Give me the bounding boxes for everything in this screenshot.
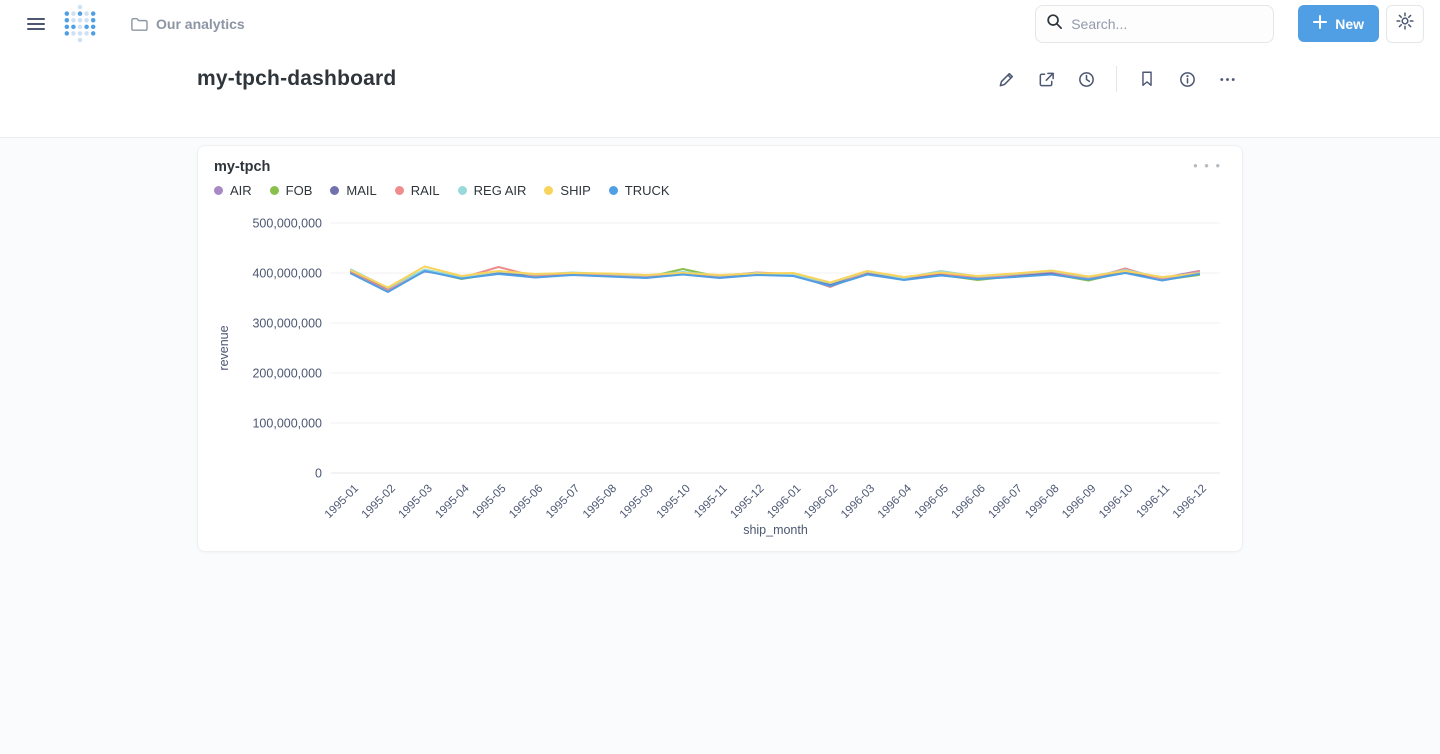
legend-dot	[608, 186, 618, 195]
sidebar-toggle-button[interactable]	[16, 4, 56, 44]
svg-text:1995-01: 1995-01	[323, 483, 361, 521]
search-input[interactable]	[1071, 15, 1264, 32]
svg-text:1996-06: 1996-06	[950, 483, 988, 521]
dashboard-actions	[990, 63, 1243, 95]
svg-text:1995-07: 1995-07	[544, 483, 582, 521]
info-button[interactable]	[1171, 63, 1203, 95]
search-icon	[1046, 13, 1063, 35]
legend-label: MAIL	[346, 183, 377, 198]
legend-item[interactable]: REG AIR	[457, 183, 527, 198]
legend-label: TRUCK	[624, 183, 670, 198]
clock-icon	[1078, 71, 1094, 87]
legend-item[interactable]: RAIL	[394, 183, 440, 198]
history-button[interactable]	[1070, 63, 1102, 95]
legend-item[interactable]: TRUCK	[608, 183, 670, 198]
legend-item[interactable]: FOB	[269, 183, 313, 198]
svg-text:1996-08: 1996-08	[1023, 483, 1061, 521]
svg-text:1995-04: 1995-04	[433, 482, 472, 521]
svg-text:200,000,000: 200,000,000	[252, 367, 322, 381]
dashboard-grid: my-tpch • • • AIR FOB MAIL RAIL REG AIR SHIP T…	[0, 138, 1440, 754]
chart-legend: AIR FOB MAIL RAIL REG AIR SHIP TRUCK	[198, 175, 1242, 198]
svg-text:ship_month: ship_month	[743, 523, 808, 537]
legend-item[interactable]: SHIP	[544, 183, 591, 198]
breadcrumb-label: Our analytics	[156, 15, 245, 32]
legend-dot	[544, 186, 554, 195]
svg-text:1996-12: 1996-12	[1171, 483, 1209, 521]
legend-dot	[457, 186, 467, 195]
svg-text:1995-05: 1995-05	[470, 483, 508, 521]
legend-dot	[269, 186, 279, 195]
svg-text:1995-02: 1995-02	[360, 483, 398, 521]
pencil-icon	[999, 72, 1013, 86]
svg-text:1995-09: 1995-09	[618, 483, 656, 521]
svg-text:1996-11: 1996-11	[1135, 483, 1173, 521]
card-title-row: my-tpch • • •	[198, 146, 1242, 175]
gear-icon	[1395, 11, 1415, 36]
breadcrumb[interactable]: Our analytics	[130, 16, 245, 32]
legend-label: RAIL	[410, 183, 440, 198]
folder-icon	[130, 16, 148, 32]
svg-text:1995-03: 1995-03	[397, 483, 435, 521]
more-options-button[interactable]	[1211, 63, 1243, 95]
settings-button[interactable]	[1386, 4, 1424, 43]
svg-text:0: 0	[315, 467, 322, 481]
legend-item[interactable]: AIR	[214, 183, 252, 198]
edit-dashboard-button[interactable]	[990, 63, 1022, 95]
info-icon	[1179, 71, 1195, 87]
legend-dot	[214, 186, 223, 195]
legend-dot	[330, 186, 340, 195]
hamburger-icon	[27, 17, 45, 31]
legend-label: FOB	[285, 183, 313, 198]
ellipsis-icon: • • •	[1193, 158, 1222, 173]
share-icon	[1039, 72, 1054, 86]
svg-text:revenue: revenue	[217, 325, 231, 370]
svg-text:1996-02: 1996-02	[802, 483, 840, 521]
legend-label: REG AIR	[473, 183, 527, 198]
svg-text:1996-05: 1996-05	[913, 483, 951, 521]
legend-item[interactable]: MAIL	[330, 183, 377, 198]
card-menu-button[interactable]: • • •	[1189, 159, 1226, 173]
svg-text:1995-06: 1995-06	[507, 483, 545, 521]
line-chart[interactable]: 0 100,000,000 200,000,000 300,000,000 400,00…	[198, 146, 1242, 546]
dashboard-title-row: my-tpch-dashboard	[0, 47, 1440, 111]
app-header: Our analytics New my-tpch-dashboard	[0, 0, 1440, 138]
svg-text:1995-10: 1995-10	[655, 483, 693, 521]
svg-text:1996-07: 1996-07	[986, 483, 1024, 521]
ellipsis-icon	[1219, 77, 1235, 81]
svg-text:1995-08: 1995-08	[581, 483, 619, 521]
metabase-logo[interactable]	[58, 4, 102, 44]
plus-icon	[1313, 15, 1328, 32]
legend-label: AIR	[230, 183, 252, 198]
svg-text:1996-09: 1996-09	[1060, 483, 1098, 521]
svg-text:1996-01: 1996-01	[765, 483, 803, 521]
search-box[interactable]	[1035, 4, 1275, 43]
new-button[interactable]: New	[1298, 5, 1379, 42]
legend-dot	[394, 186, 404, 195]
nav-bar: Our analytics New	[0, 0, 1440, 47]
svg-text:500,000,000: 500,000,000	[252, 217, 322, 231]
svg-text:1996-03: 1996-03	[839, 483, 877, 521]
svg-text:1996-10: 1996-10	[1097, 483, 1135, 521]
svg-text:400,000,000: 400,000,000	[252, 267, 322, 281]
new-button-label: New	[1335, 15, 1364, 32]
card-title: my-tpch	[214, 159, 271, 175]
dashboard-card[interactable]: my-tpch • • • AIR FOB MAIL RAIL REG AIR SHIP T…	[197, 145, 1243, 552]
actions-divider	[1116, 66, 1117, 92]
bookmark-button[interactable]	[1131, 63, 1163, 95]
metabase-logo-icon	[64, 4, 96, 42]
svg-text:1996-04: 1996-04	[876, 482, 915, 521]
bookmark-icon	[1142, 71, 1152, 87]
svg-text:300,000,000: 300,000,000	[252, 317, 322, 331]
share-dashboard-button[interactable]	[1030, 63, 1062, 95]
svg-text:1995-12: 1995-12	[728, 483, 766, 521]
svg-text:1995-11: 1995-11	[692, 483, 730, 521]
page-title: my-tpch-dashboard	[197, 67, 397, 90]
legend-label: SHIP	[560, 183, 591, 198]
svg-text:100,000,000: 100,000,000	[252, 417, 322, 431]
